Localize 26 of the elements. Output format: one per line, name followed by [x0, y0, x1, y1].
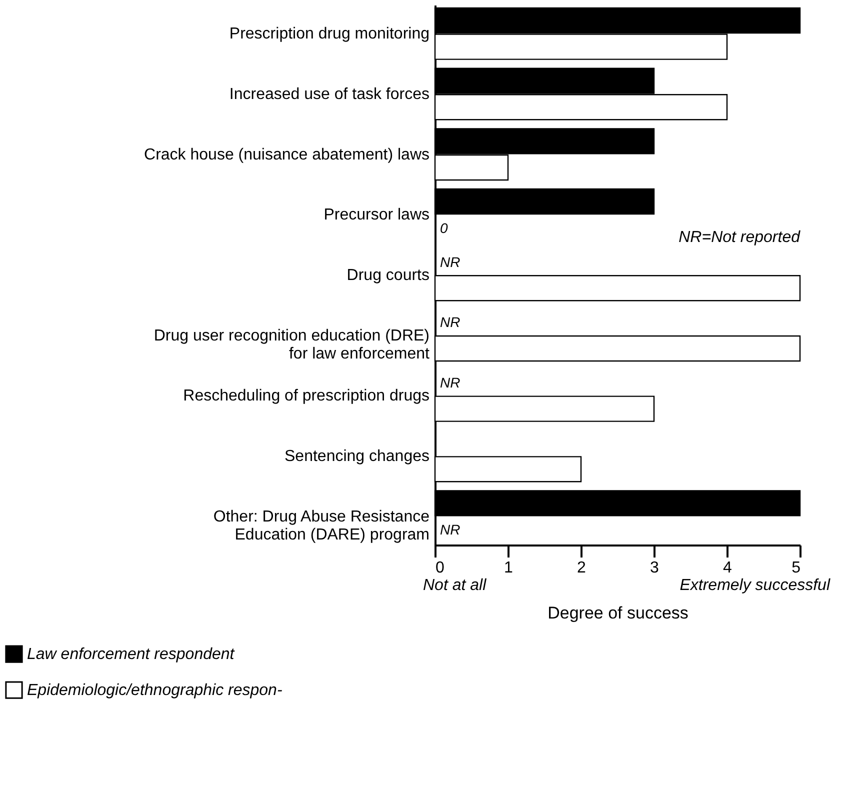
text: NR — [440, 374, 460, 391]
y-tick-label: Rescheduling of prescription drugs — [183, 388, 430, 405]
text: NR — [440, 254, 460, 270]
x-tick-label: 1 — [504, 560, 514, 576]
y-tick-label: Increased use of task forces — [229, 86, 430, 103]
legend-label: Epidemiologic/ethnographic respon- — [27, 682, 282, 699]
y-tick-label: Drug user recognition education (DRE) for law enforcement — [154, 327, 430, 362]
y-tick-label: Drug courts — [346, 267, 430, 284]
y-tick-label: Crack house (nuisance abatement) laws — [144, 146, 430, 164]
y-tick-label: Other: Drug Abuse Resistance Education (DARE) program — [213, 508, 430, 544]
data-label: 0 — [440, 220, 448, 236]
legend-label: Law enforcement respondent — [27, 646, 235, 663]
x-tick-label: 0 — [436, 560, 444, 576]
x-axis-title: Degree of success — [548, 604, 688, 622]
text: NR — [440, 314, 460, 330]
x-tick-label: 3 — [650, 560, 660, 576]
text: Not at all — [423, 577, 487, 594]
x-tick-label: 5 — [792, 560, 801, 576]
y-tick-label: Precursor laws — [324, 206, 430, 224]
x-tick-label: 4 — [723, 560, 732, 576]
text: Extremely successful — [680, 577, 830, 594]
text: NR — [440, 521, 460, 538]
y-tick-label: Sentencing changes — [284, 448, 430, 466]
x-tick-label: 2 — [577, 560, 586, 576]
annotation: NR=Not reported — [678, 229, 802, 246]
y-tick-label: Prescription drug monitoring — [229, 26, 430, 43]
